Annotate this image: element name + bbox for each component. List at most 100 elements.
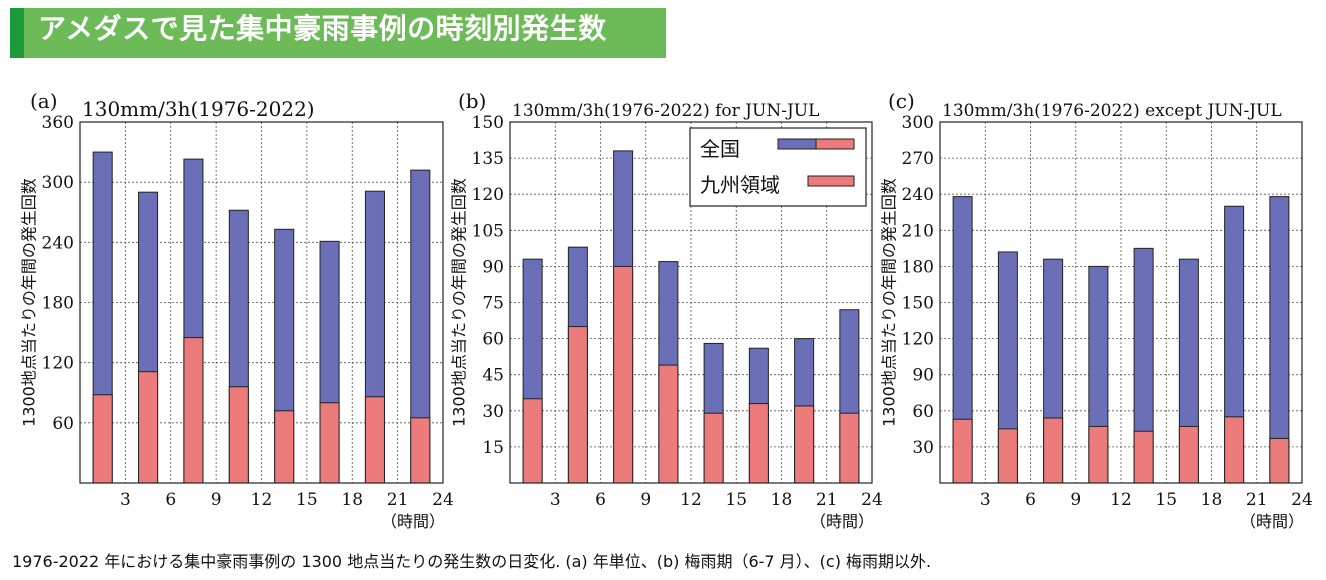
bar-kyushu (794, 405, 815, 484)
x-tick-label: 18 (771, 490, 793, 510)
x-axis-label: （時間） (1240, 512, 1304, 531)
y-tick-label: 240 (42, 233, 74, 253)
x-tick-label: 3 (980, 490, 991, 510)
x-tick-label: 9 (211, 490, 222, 510)
x-tick-label: 24 (432, 490, 454, 510)
header-bar (10, 8, 666, 58)
bar-kyushu (1269, 437, 1290, 484)
panel-label: (a) (30, 89, 58, 113)
y-tick-label: 60 (52, 414, 74, 434)
chart-panel-c: 30 60 90 120 150 180 210 240 270 300 3 6 9 12 15 18 21 24… (880, 89, 1313, 531)
x-tick-label: 18 (1201, 490, 1223, 510)
y-tick-label: 360 (42, 113, 74, 133)
x-tick-label: 21 (816, 490, 838, 510)
bar-kyushu (1043, 417, 1064, 484)
x-tick-label: 12 (680, 490, 702, 510)
y-tick-label: 30 (482, 402, 504, 422)
bar-kyushu (613, 265, 634, 484)
bar-kyushu (567, 326, 588, 484)
bar-kyushu (92, 394, 113, 484)
x-tick-label: 3 (120, 490, 131, 510)
x-tick-label: 3 (550, 490, 561, 510)
bar-kyushu (703, 412, 724, 484)
y-tick-label: 180 (902, 257, 934, 277)
x-tick-label: 24 (1291, 490, 1313, 510)
x-tick-label: 15 (1155, 490, 1177, 510)
y-axis-label: 1300地点当たりの年間の発生回数 (880, 178, 899, 427)
plot-frame (509, 121, 873, 484)
x-tick-label: 15 (725, 490, 747, 510)
legend-label-total: 全国 (700, 137, 740, 161)
y-tick-label: 15 (482, 438, 504, 458)
bar-kyushu (138, 371, 159, 484)
x-tick-label: 6 (1025, 490, 1036, 510)
chart-panel-b: 15 30 45 60 75 90 105 120 135 150 3 6 9 12 15 18 21 24 (b)… (450, 89, 883, 531)
plot-frame (79, 121, 444, 484)
page-title: アメダスで見た集中豪雨事例の時刻別発生数 (38, 12, 607, 45)
y-tick-label: 240 (902, 185, 934, 205)
bar-kyushu (410, 417, 431, 484)
figure-caption: 1976-2022 年における集中豪雨事例の 1300 地点当たりの発生数の日変… (12, 552, 932, 571)
bar-kyushu (364, 396, 385, 484)
bar-kyushu (1178, 425, 1199, 484)
chart-title: 130mm/3h(1976-2022) except JUN-JUL (942, 101, 1282, 121)
bar-kyushu (952, 418, 973, 484)
y-tick-label: 300 (42, 173, 74, 193)
legend-label-kyushu: 九州領域 (700, 173, 780, 197)
y-axis-label: 1300地点当たりの年間の発生回数 (20, 178, 39, 427)
panel-label: (b) (458, 89, 486, 113)
bar-kyushu (1133, 430, 1154, 484)
bar-kyushu (1088, 425, 1109, 484)
y-tick-label: 270 (902, 149, 934, 169)
y-tick-label: 120 (42, 354, 74, 374)
bar-kyushu (319, 402, 340, 484)
y-tick-label: 90 (482, 257, 504, 277)
x-tick-label: 15 (296, 490, 318, 510)
chart-title: 130mm/3h(1976-2022) (82, 97, 315, 121)
y-tick-label: 180 (42, 294, 74, 314)
bar-kyushu (658, 364, 679, 484)
y-tick-label: 150 (902, 294, 934, 314)
y-tick-label: 300 (902, 113, 934, 133)
bar-kyushu (522, 398, 543, 484)
x-tick-label: 12 (251, 490, 273, 510)
x-axis-label: （時間） (810, 512, 874, 531)
panel-label: (c) (888, 89, 915, 113)
x-tick-label: 9 (1070, 490, 1081, 510)
x-tick-label: 6 (165, 490, 176, 510)
x-tick-label: 24 (861, 490, 883, 510)
x-tick-label: 21 (387, 490, 409, 510)
y-tick-label: 60 (482, 330, 504, 350)
bar-kyushu (274, 410, 295, 484)
bar-kyushu (748, 403, 769, 484)
legend-swatch-kyushu (807, 175, 855, 187)
bar-kyushu (997, 428, 1018, 484)
bar-kyushu (1224, 416, 1245, 484)
bar-kyushu (228, 386, 249, 484)
y-tick-label: 210 (902, 221, 934, 241)
bar-kyushu (839, 412, 860, 484)
x-tick-label: 18 (341, 490, 363, 510)
y-axis-label: 1300地点当たりの年間の発生回数 (450, 178, 469, 427)
y-tick-label: 120 (472, 185, 504, 205)
y-tick-label: 45 (482, 366, 504, 386)
x-tick-label: 9 (640, 490, 651, 510)
chart-panel-a: 60 120 180 240 300 360 3 6 9 12 15 18 21 24 (a) 130mm/3… (20, 89, 454, 531)
y-tick-label: 105 (472, 221, 504, 241)
plot-frame (939, 121, 1303, 484)
bar-kyushu (183, 337, 204, 484)
y-tick-label: 90 (912, 366, 934, 386)
y-tick-label: 135 (472, 149, 504, 169)
y-tick-label: 120 (902, 330, 934, 350)
legend-swatch-total (777, 138, 817, 150)
x-tick-label: 21 (1246, 490, 1268, 510)
y-tick-label: 75 (482, 294, 504, 314)
x-tick-label: 6 (595, 490, 606, 510)
y-tick-label: 150 (472, 113, 504, 133)
chart-title: 130mm/3h(1976-2022) for JUN-JUL (512, 101, 819, 121)
x-tick-label: 12 (1110, 490, 1132, 510)
y-tick-label: 60 (912, 402, 934, 422)
legend-swatch-total-kyushu (815, 138, 855, 150)
